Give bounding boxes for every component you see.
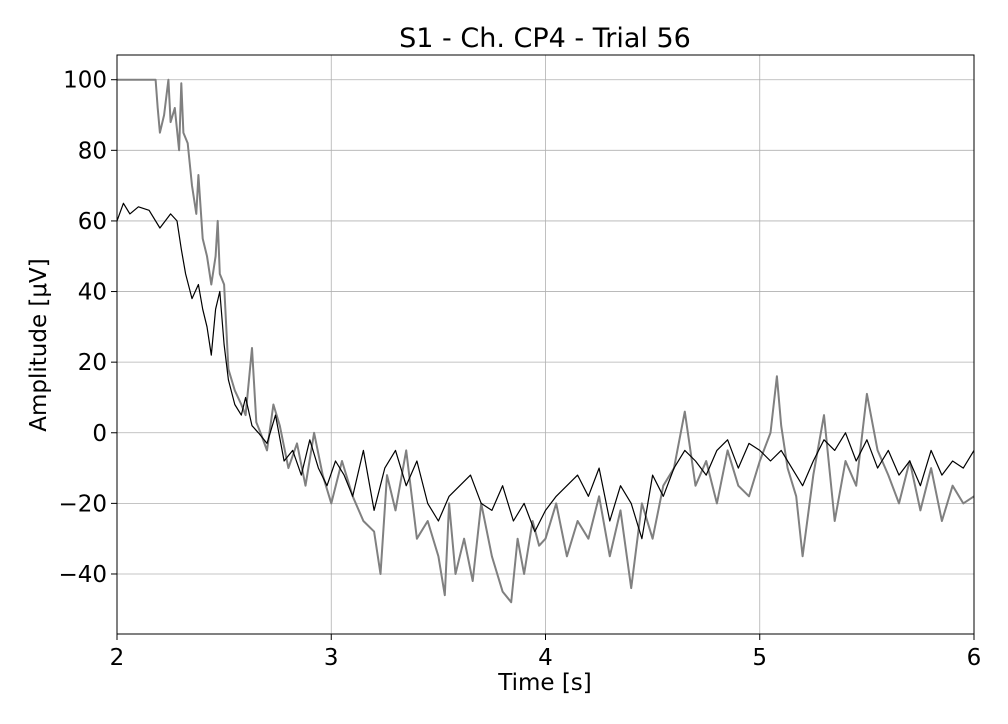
y-tick-label: 20 (78, 350, 107, 376)
y-tick-label: 100 (63, 68, 107, 94)
axis-ticks: 2 3 4 5 6 −40 −20 0 20 40 60 80 100 (58, 68, 981, 671)
x-tick-label: 4 (538, 645, 553, 671)
x-tick-label: 6 (967, 645, 982, 671)
series-lines (116, 78, 975, 604)
x-tick-label: 3 (324, 645, 339, 671)
y-axis-label: Amplitude [μV] (26, 258, 52, 432)
x-tick-label: 2 (110, 645, 125, 671)
y-tick-label: 80 (78, 138, 107, 164)
y-tick-label: 0 (92, 421, 107, 447)
y-tick-label: −20 (58, 491, 107, 517)
series-line-gray (117, 78, 975, 604)
x-tick-label: 5 (752, 645, 767, 671)
y-tick-label: 60 (78, 209, 107, 235)
x-axis-label: Time [s] (497, 670, 592, 696)
series-line-black (116, 202, 975, 540)
chart-title: S1 - Ch. CP4 - Trial 56 (399, 23, 691, 54)
y-tick-label: −40 (58, 562, 107, 588)
y-tick-label: 40 (78, 280, 107, 306)
